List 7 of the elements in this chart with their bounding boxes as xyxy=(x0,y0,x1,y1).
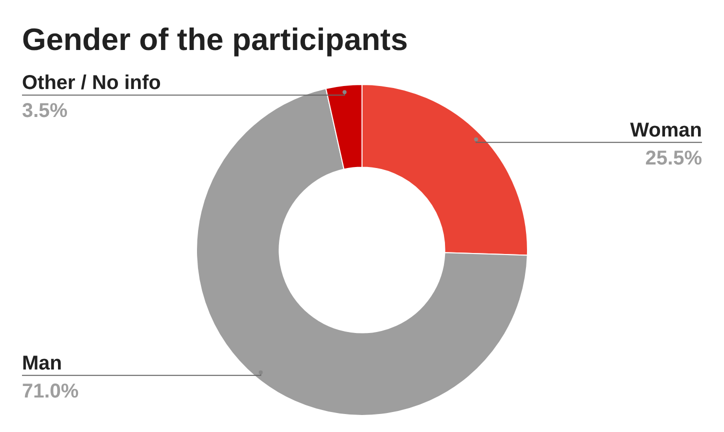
chart-title: Gender of the participants xyxy=(22,22,408,58)
data-label: 71.0% xyxy=(22,380,79,402)
data-label: 3.5% xyxy=(22,100,68,122)
slice-label: Other / No info xyxy=(22,72,161,94)
slice-label: Man xyxy=(22,352,62,374)
data-label: 25.5% xyxy=(645,147,702,170)
slice-label: Woman xyxy=(630,119,702,142)
